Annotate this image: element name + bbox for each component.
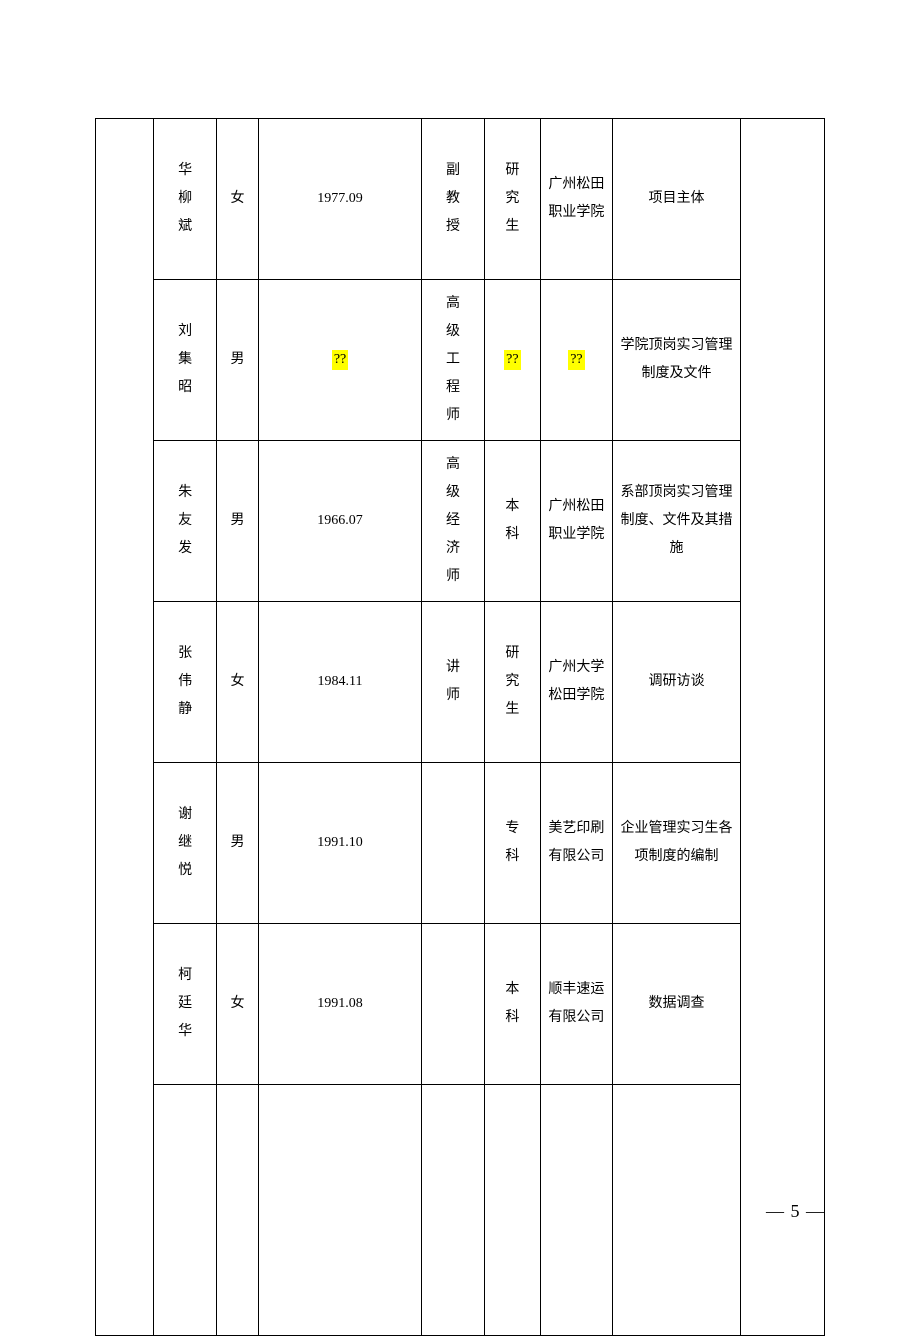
- cell-role: 数据调查: [613, 924, 741, 1085]
- cell-title: [422, 763, 485, 924]
- page-number: — 5 —: [766, 1201, 825, 1222]
- cell-date: 1991.08: [259, 924, 422, 1085]
- cell-org: 广州松田职业学院: [540, 119, 612, 280]
- cell-name: 刘集昭: [154, 280, 217, 441]
- document-page: 华柳斌女1977.09副教授研究生广州松田职业学院项目主体刘集昭男??高级工程师…: [0, 0, 920, 1302]
- cell-name: 柯廷华: [154, 924, 217, 1085]
- cell-gender: 女: [217, 602, 259, 763]
- cell-empty: [540, 1085, 612, 1336]
- cell-name: 华柳斌: [154, 119, 217, 280]
- cell-gender: 女: [217, 924, 259, 1085]
- table-row: 朱友发男1966.07高级经济师本科广州松田职业学院系部顶岗实习管理制度、文件及…: [96, 441, 825, 602]
- cell-date: ??: [259, 280, 422, 441]
- cell-title: 高级经济师: [422, 441, 485, 602]
- right-spacer-cell: [741, 119, 825, 1336]
- cell-gender: 男: [217, 280, 259, 441]
- cell-empty: [422, 1085, 485, 1336]
- cell-role: 学院顶岗实习管理制度及文件: [613, 280, 741, 441]
- table-row: 华柳斌女1977.09副教授研究生广州松田职业学院项目主体: [96, 119, 825, 280]
- cell-date: 1984.11: [259, 602, 422, 763]
- cell-org: 顺丰速运有限公司: [540, 924, 612, 1085]
- cell-empty: [259, 1085, 422, 1336]
- cell-edu: 专科: [484, 763, 540, 924]
- cell-role: 系部顶岗实习管理制度、文件及其措施: [613, 441, 741, 602]
- cell-title: 副教授: [422, 119, 485, 280]
- cell-org: 美艺印刷有限公司: [540, 763, 612, 924]
- cell-name: 张伟静: [154, 602, 217, 763]
- table-row: 谢继悦男1991.10 专科美艺印刷有限公司企业管理实习生各项制度的编制: [96, 763, 825, 924]
- table-row: 柯廷华女1991.08 本科顺丰速运有限公司数据调查: [96, 924, 825, 1085]
- cell-empty: [154, 1085, 217, 1336]
- left-spacer-cell: [96, 119, 154, 1336]
- cell-date: 1966.07: [259, 441, 422, 602]
- cell-gender: 男: [217, 763, 259, 924]
- cell-org: ??: [540, 280, 612, 441]
- table-row: 张伟静女1984.11讲师研究生广州大学松田学院调研访谈: [96, 602, 825, 763]
- cell-edu: 研究生: [484, 602, 540, 763]
- cell-org: 广州大学松田学院: [540, 602, 612, 763]
- cell-empty: [484, 1085, 540, 1336]
- cell-title: [422, 924, 485, 1085]
- cell-edu: 本科: [484, 441, 540, 602]
- cell-date: 1977.09: [259, 119, 422, 280]
- cell-date: 1991.10: [259, 763, 422, 924]
- personnel-table: 华柳斌女1977.09副教授研究生广州松田职业学院项目主体刘集昭男??高级工程师…: [95, 118, 825, 1336]
- cell-org: 广州松田职业学院: [540, 441, 612, 602]
- table-row: 刘集昭男??高级工程师????学院顶岗实习管理制度及文件: [96, 280, 825, 441]
- cell-name: 谢继悦: [154, 763, 217, 924]
- cell-role: 调研访谈: [613, 602, 741, 763]
- cell-role: 项目主体: [613, 119, 741, 280]
- table-row-empty: [96, 1085, 825, 1336]
- cell-title: 高级工程师: [422, 280, 485, 441]
- cell-empty: [217, 1085, 259, 1336]
- cell-title: 讲师: [422, 602, 485, 763]
- cell-edu: 本科: [484, 924, 540, 1085]
- cell-empty: [613, 1085, 741, 1336]
- cell-edu: ??: [484, 280, 540, 441]
- cell-gender: 男: [217, 441, 259, 602]
- cell-edu: 研究生: [484, 119, 540, 280]
- cell-role: 企业管理实习生各项制度的编制: [613, 763, 741, 924]
- cell-gender: 女: [217, 119, 259, 280]
- cell-name: 朱友发: [154, 441, 217, 602]
